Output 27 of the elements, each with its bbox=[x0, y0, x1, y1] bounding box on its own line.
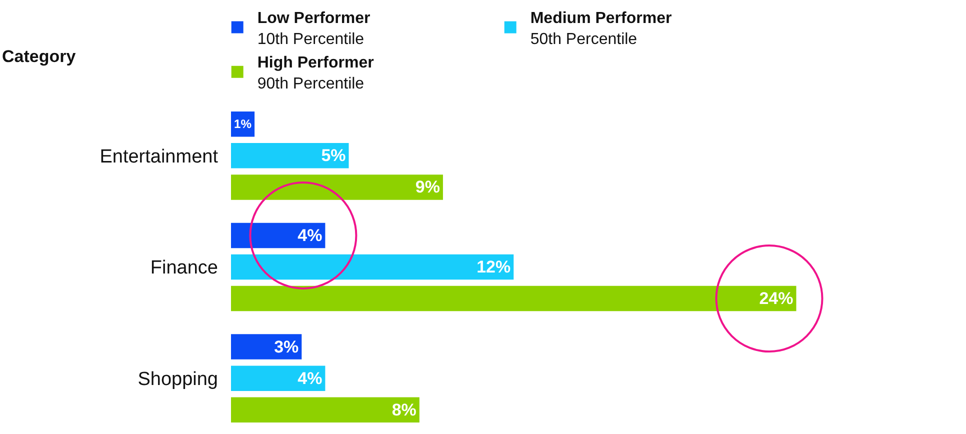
bar bbox=[231, 254, 514, 280]
legend-label: Low Performer bbox=[257, 10, 370, 28]
data-label: 5% bbox=[321, 146, 346, 166]
data-label: 9% bbox=[415, 178, 440, 197]
bar bbox=[231, 286, 796, 312]
bar bbox=[231, 397, 420, 422]
data-label: 4% bbox=[298, 226, 322, 245]
y-tick-label: Shopping bbox=[138, 368, 218, 390]
data-label: 4% bbox=[298, 368, 322, 388]
bar bbox=[231, 222, 326, 248]
text: 90th Percentile bbox=[257, 76, 364, 93]
y-tick-label: Finance bbox=[150, 258, 218, 279]
data-label: 3% bbox=[274, 337, 299, 356]
bar bbox=[231, 174, 443, 200]
y-axis-title: Category bbox=[2, 47, 76, 66]
legend-label: High Performer bbox=[257, 54, 374, 72]
bar bbox=[231, 366, 326, 391]
text: 10th Percentile bbox=[257, 30, 364, 48]
data-label: 12% bbox=[476, 258, 511, 276]
data-label: 8% bbox=[392, 400, 416, 420]
data-label: 24% bbox=[759, 289, 794, 308]
bar bbox=[231, 143, 349, 168]
text: 50th Percentile bbox=[530, 30, 638, 48]
legend-label: Medium Performer bbox=[530, 10, 672, 28]
bar bbox=[231, 334, 302, 360]
y-tick-label: Entertainment bbox=[100, 146, 219, 168]
data-label: 1% bbox=[234, 117, 252, 132]
